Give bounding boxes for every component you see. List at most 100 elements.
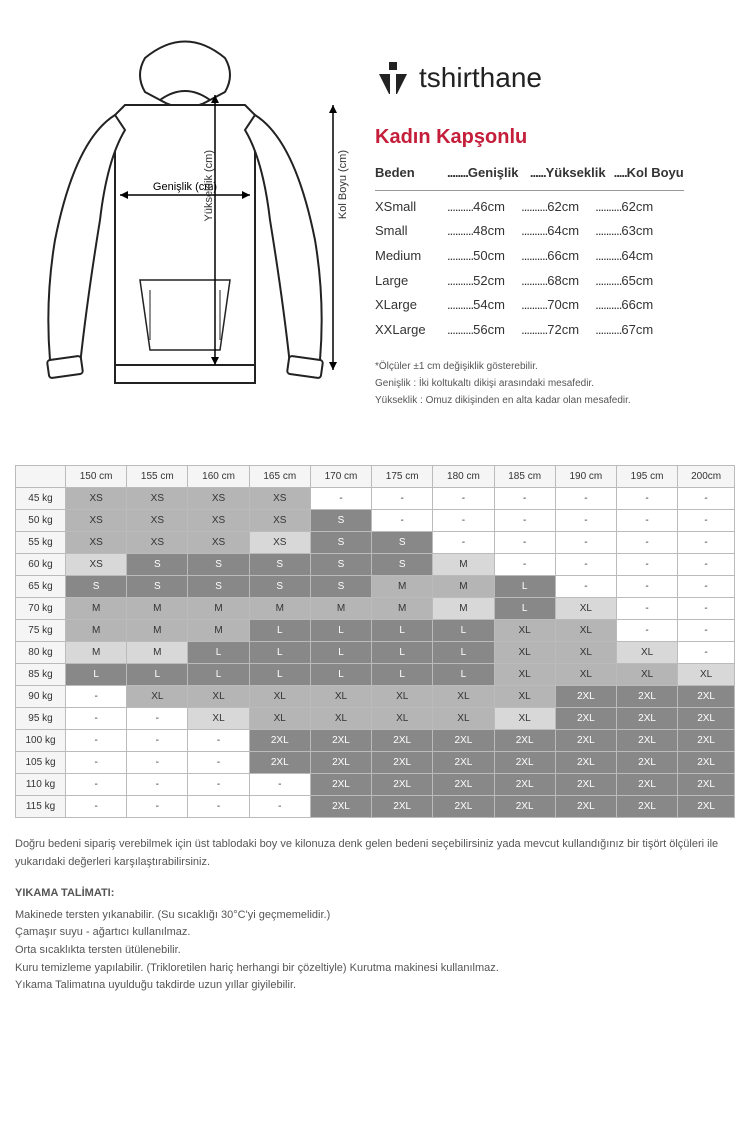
grid-cell: L bbox=[249, 620, 310, 642]
grid-cell: S bbox=[188, 554, 249, 576]
grid-row-header: 100 kg bbox=[16, 730, 66, 752]
grid-cell: - bbox=[678, 532, 735, 554]
grid-col-header: 200cm bbox=[678, 466, 735, 488]
grid-cell: M bbox=[433, 598, 494, 620]
grid-cell: - bbox=[188, 752, 249, 774]
grid-cell: S bbox=[372, 554, 433, 576]
wash-line: Makinede tersten yıkanabilir. (Su sıcakl… bbox=[15, 907, 735, 925]
grid-col-header: 185 cm bbox=[494, 466, 555, 488]
grid-cell: - bbox=[372, 488, 433, 510]
grid-cell: XS bbox=[249, 532, 310, 554]
grid-row: 55 kgXSXSXSXSSS----- bbox=[16, 532, 735, 554]
grid-row: 110 kg----2XL2XL2XL2XL2XL2XL2XL bbox=[16, 774, 735, 796]
grid-cell: M bbox=[310, 598, 371, 620]
grid-cell: L bbox=[433, 664, 494, 686]
grid-cell: XL bbox=[127, 686, 188, 708]
grid-cell: XS bbox=[127, 488, 188, 510]
grid-cell: XL bbox=[249, 708, 310, 730]
grid-row-header: 55 kg bbox=[16, 532, 66, 554]
grid-cell: L bbox=[310, 620, 371, 642]
grid-col-header: 175 cm bbox=[372, 466, 433, 488]
grid-cell: 2XL bbox=[494, 774, 555, 796]
grid-cell: XS bbox=[249, 510, 310, 532]
grid-cell: M bbox=[433, 554, 494, 576]
grid-cell: - bbox=[127, 796, 188, 818]
grid-cell: - bbox=[66, 796, 127, 818]
grid-row-header: 80 kg bbox=[16, 642, 66, 664]
top-section: Genişlik (cm) Yükseklik (cm) Kol Boyu (c… bbox=[15, 20, 735, 440]
grid-row: 95 kg--XLXLXLXLXLXL2XL2XL2XL bbox=[16, 708, 735, 730]
grid-row: 100 kg---2XL2XL2XL2XL2XL2XL2XL2XL bbox=[16, 730, 735, 752]
grid-cell: - bbox=[678, 554, 735, 576]
grid-cell: XS bbox=[127, 510, 188, 532]
grid-cell: 2XL bbox=[494, 796, 555, 818]
grid-cell: - bbox=[127, 774, 188, 796]
grid-cell: - bbox=[494, 510, 555, 532]
grid-cell: XL bbox=[555, 598, 616, 620]
grid-col-header: 195 cm bbox=[616, 466, 677, 488]
grid-cell: - bbox=[188, 774, 249, 796]
grid-cell: L bbox=[372, 664, 433, 686]
grid-cell: 2XL bbox=[310, 796, 371, 818]
grid-cell: XL bbox=[372, 686, 433, 708]
grid-cell: - bbox=[555, 554, 616, 576]
grid-cell: - bbox=[66, 708, 127, 730]
grid-cell: L bbox=[66, 664, 127, 686]
grid-cell: XL bbox=[433, 686, 494, 708]
grid-cell: XL bbox=[616, 642, 677, 664]
grid-cell: - bbox=[249, 796, 310, 818]
grid-cell: XL bbox=[494, 664, 555, 686]
grid-cell: S bbox=[249, 576, 310, 598]
height-label: Yükseklik (cm) bbox=[203, 150, 215, 222]
grid-cell: XS bbox=[249, 488, 310, 510]
grid-cell: XS bbox=[188, 488, 249, 510]
grid-cell: 2XL bbox=[372, 730, 433, 752]
grid-cell: 2XL bbox=[555, 752, 616, 774]
grid-cell: S bbox=[310, 554, 371, 576]
grid-cell: M bbox=[127, 642, 188, 664]
grid-cell: L bbox=[249, 642, 310, 664]
footnote: Yükseklik : Omuz dikişinden en alta kada… bbox=[375, 392, 684, 409]
grid-cell: 2XL bbox=[249, 730, 310, 752]
grid-cell: XL bbox=[494, 686, 555, 708]
grid-cell: 2XL bbox=[372, 752, 433, 774]
grid-cell: M bbox=[127, 598, 188, 620]
grid-row: 70 kgMMMMMMMLXL-- bbox=[16, 598, 735, 620]
grid-cell: M bbox=[372, 576, 433, 598]
wash-line: Orta sıcaklıkta tersten ütülenebilir. bbox=[15, 942, 735, 960]
grid-cell: 2XL bbox=[678, 708, 735, 730]
size-row: Large..........52cm..........68cm.......… bbox=[375, 269, 684, 294]
grid-cell: - bbox=[678, 642, 735, 664]
grid-row-header: 95 kg bbox=[16, 708, 66, 730]
grid-cell: M bbox=[249, 598, 310, 620]
grid-cell: - bbox=[127, 708, 188, 730]
grid-cell: XL bbox=[494, 620, 555, 642]
grid-row-header: 110 kg bbox=[16, 774, 66, 796]
grid-cell: XL bbox=[678, 664, 735, 686]
brand-icon bbox=[375, 60, 411, 96]
grid-cell: - bbox=[555, 488, 616, 510]
grid-cell: - bbox=[433, 510, 494, 532]
grid-cell: XL bbox=[188, 708, 249, 730]
grid-cell: XS bbox=[188, 510, 249, 532]
grid-cell: 2XL bbox=[555, 730, 616, 752]
grid-cell: S bbox=[66, 576, 127, 598]
grid-cell: - bbox=[494, 532, 555, 554]
grid-cell: L bbox=[494, 598, 555, 620]
wash-line: Kuru temizleme yapılabilir. (Trikloretil… bbox=[15, 960, 735, 978]
grid-row-header: 70 kg bbox=[16, 598, 66, 620]
grid-cell: L bbox=[249, 664, 310, 686]
grid-cell: - bbox=[616, 510, 677, 532]
grid-cell: XL bbox=[555, 664, 616, 686]
footnotes: *Ölçüler ±1 cm değişiklik gösterebilir.G… bbox=[375, 358, 684, 409]
grid-cell: L bbox=[310, 642, 371, 664]
grid-cell: M bbox=[188, 620, 249, 642]
grid-row: 45 kgXSXSXSXS------- bbox=[16, 488, 735, 510]
grid-row: 75 kgMMMLLLLXLXL-- bbox=[16, 620, 735, 642]
grid-cell: L bbox=[494, 576, 555, 598]
wash-lines: Makinede tersten yıkanabilir. (Su sıcakl… bbox=[15, 907, 735, 995]
grid-cell: - bbox=[616, 620, 677, 642]
bottom-text: Doğru bedeni sipariş verebilmek için üst… bbox=[15, 836, 735, 995]
grid-cell: 2XL bbox=[310, 774, 371, 796]
brand-name: tshirthane bbox=[419, 62, 542, 94]
